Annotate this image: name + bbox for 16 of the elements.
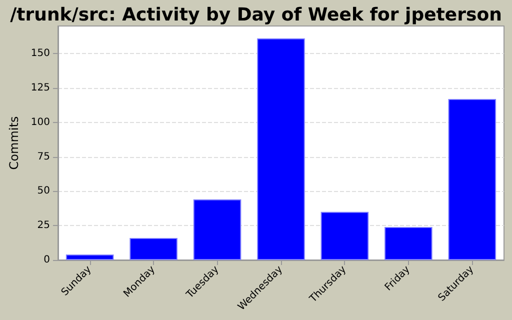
bar xyxy=(320,212,369,260)
y-tick-label: 50 xyxy=(37,186,50,197)
chart-title: /trunk/src: Activity by Day of Week for jpeterson xyxy=(10,4,502,26)
y-tick-label: 100 xyxy=(30,116,50,128)
bar xyxy=(257,38,305,260)
bar xyxy=(193,199,242,260)
y-tick-label: 25 xyxy=(37,220,50,232)
y-tick-label: 150 xyxy=(30,48,50,60)
bar xyxy=(66,254,114,260)
bar xyxy=(130,238,178,260)
y-tick-label: 75 xyxy=(37,151,50,162)
bar xyxy=(448,98,496,260)
y-tick-label: 125 xyxy=(30,82,50,94)
bar xyxy=(384,226,432,260)
y-tick-label: 0 xyxy=(44,254,50,266)
y-axis-title: Commits xyxy=(7,116,21,170)
